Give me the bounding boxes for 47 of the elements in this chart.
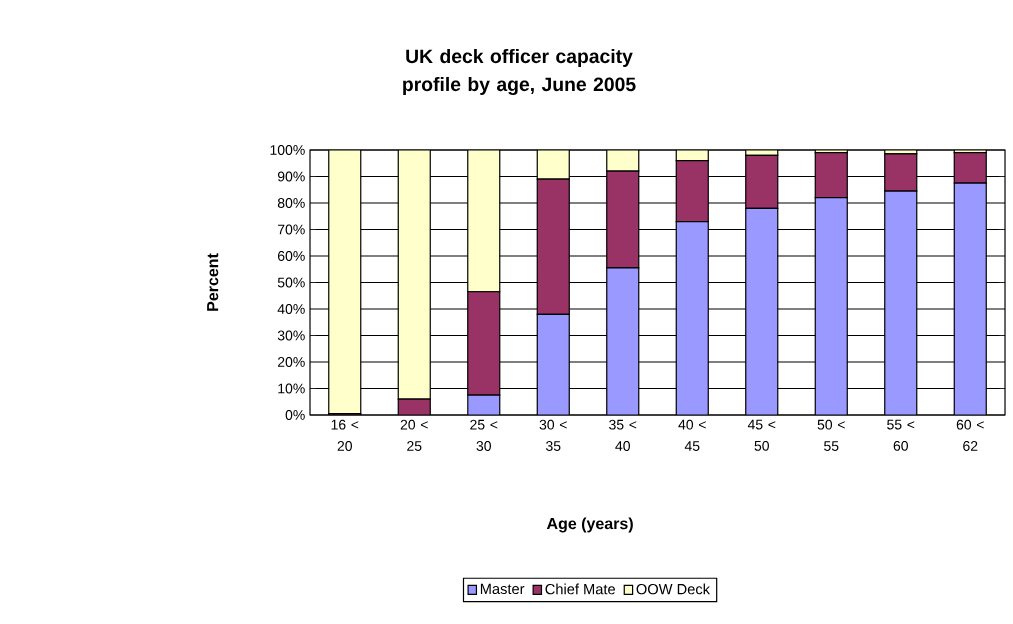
bar [397, 149, 431, 400]
y-tick-label: 40% [277, 304, 305, 314]
x-tick-label: 25 < 30 [470, 419, 498, 451]
bar [745, 154, 779, 209]
y-tick-label: 50% [277, 277, 305, 288]
y-tick-label: 0% [285, 410, 305, 420]
bar [606, 267, 640, 415]
bar [953, 182, 987, 415]
y-axis-title: Percent [207, 253, 219, 311]
x-tick-label: 16 < 20 [331, 419, 359, 451]
x-tick-label: 30 < 35 [539, 419, 567, 451]
bar [814, 152, 848, 199]
bar [814, 197, 848, 415]
bar [884, 190, 918, 415]
bar [328, 149, 362, 415]
y-tick-label: 20% [277, 357, 305, 367]
x-tick-label: 55 < 60 [887, 419, 915, 451]
legend-label: Master [480, 583, 525, 595]
bar [536, 149, 570, 180]
y-tick-label: 100% [270, 145, 305, 155]
x-axis-title: Age (years) [546, 517, 633, 533]
bar [675, 159, 709, 223]
bar [467, 149, 501, 293]
x-tick-label: 20 < 25 [400, 419, 428, 451]
bar [884, 153, 918, 192]
x-tick-label: 35 < 40 [609, 419, 637, 451]
bar [606, 170, 640, 269]
legend-label: Chief Mate [545, 583, 615, 595]
x-tick-label: 45 < 50 [747, 419, 776, 451]
x-tick-label: 40 < 45 [678, 419, 706, 451]
y-tick-label: 10% [278, 383, 305, 394]
bar [467, 291, 501, 396]
bar [606, 149, 640, 172]
bar [536, 313, 570, 415]
bar [536, 178, 570, 315]
chart-title: UK deck officer capacity profile by age, June 2005 [403, 48, 636, 96]
x-tick-label: 60 < 62 [956, 419, 984, 451]
y-tick-label: 90% [277, 171, 305, 182]
legend-label: OOW Deck [636, 583, 711, 595]
y-tick-label: 70% [277, 224, 305, 235]
y-tick-label: 60% [277, 251, 305, 261]
bar [953, 152, 987, 184]
y-tick-label: 30% [277, 330, 305, 341]
x-tick-label: 50 < 55 [817, 419, 845, 451]
y-tick-label: 80% [277, 198, 305, 208]
bar [745, 207, 779, 415]
bar [675, 220, 709, 415]
